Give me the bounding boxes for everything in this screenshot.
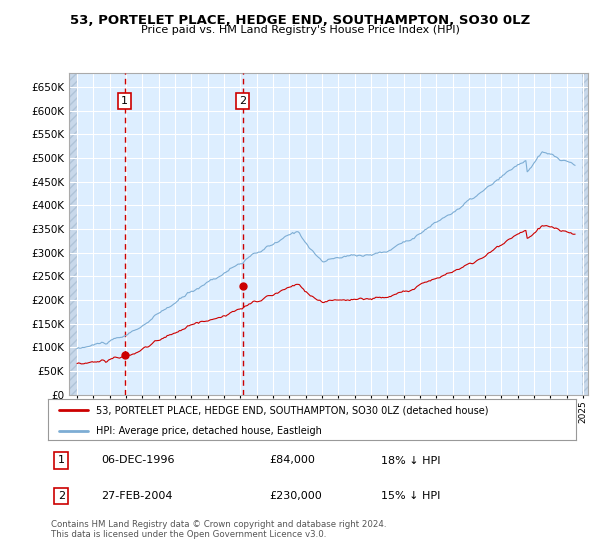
Text: £230,000: £230,000 (270, 491, 323, 501)
Text: Price paid vs. HM Land Registry's House Price Index (HPI): Price paid vs. HM Land Registry's House … (140, 25, 460, 35)
Bar (69, 73, 77, 395)
Text: Contains HM Land Registry data © Crown copyright and database right 2024.
This d: Contains HM Land Registry data © Crown c… (51, 520, 386, 539)
Text: 15% ↓ HPI: 15% ↓ HPI (380, 491, 440, 501)
Text: 06-DEC-1996: 06-DEC-1996 (101, 455, 175, 465)
Text: 18% ↓ HPI: 18% ↓ HPI (380, 455, 440, 465)
Text: HPI: Average price, detached house, Eastleigh: HPI: Average price, detached house, East… (95, 426, 322, 436)
Text: 1: 1 (58, 455, 65, 465)
Text: 2: 2 (239, 96, 247, 106)
Text: 53, PORTELET PLACE, HEDGE END, SOUTHAMPTON, SO30 0LZ: 53, PORTELET PLACE, HEDGE END, SOUTHAMPT… (70, 14, 530, 27)
Bar (582, 73, 588, 395)
Text: 27-FEB-2004: 27-FEB-2004 (101, 491, 172, 501)
Text: 2: 2 (58, 491, 65, 501)
Text: £84,000: £84,000 (270, 455, 316, 465)
Text: 53, PORTELET PLACE, HEDGE END, SOUTHAMPTON, SO30 0LZ (detached house): 53, PORTELET PLACE, HEDGE END, SOUTHAMPT… (95, 405, 488, 415)
Text: 1: 1 (121, 96, 128, 106)
